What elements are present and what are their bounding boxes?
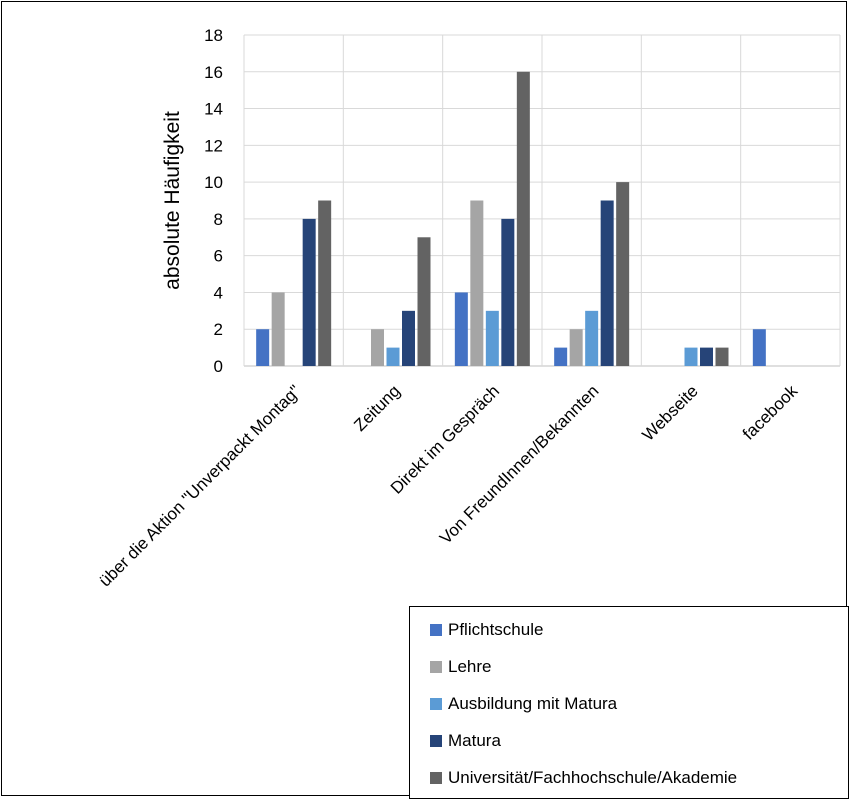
x-tick-label: Zeitung: [350, 381, 404, 435]
bar-1-6: [752, 329, 766, 366]
bar-4-2: [402, 310, 415, 366]
legend-swatch: [430, 661, 442, 673]
bar-5-3: [516, 71, 530, 367]
bar-5-1: [318, 200, 332, 366]
legend-label: Matura: [448, 731, 501, 750]
y-tick-label: 10: [204, 173, 223, 192]
legend-item: Matura: [430, 726, 501, 756]
y-tick-label: 12: [204, 136, 223, 155]
y-tick-label: 14: [204, 100, 223, 119]
y-tick-label: 2: [214, 320, 223, 339]
bar-5-5: [715, 347, 729, 366]
bar-2-2: [371, 329, 384, 366]
bar-3-2: [386, 347, 400, 366]
bar-5-4: [616, 182, 630, 366]
bar-1-3: [454, 292, 468, 366]
bar-3-3: [485, 310, 499, 366]
legend-label: Ausbildung mit Matura: [448, 694, 618, 713]
bar-2-4: [569, 329, 583, 366]
legend-item: Ausbildung mit Matura: [430, 689, 617, 719]
legend-swatch: [430, 735, 442, 747]
legend-swatch: [430, 624, 442, 636]
bar-3-4: [585, 310, 599, 366]
y-tick-label: 8: [214, 210, 223, 229]
x-tick-label: Direkt im Gespräch: [387, 381, 503, 497]
bar-4-1: [302, 218, 316, 366]
bar-1-1: [256, 329, 270, 366]
legend-swatch: [430, 698, 442, 710]
bar-2-1: [271, 292, 285, 366]
bar-4-5: [700, 347, 713, 366]
bar-1-4: [554, 347, 568, 366]
y-tick-label: 4: [214, 283, 223, 302]
bar-4-3: [501, 218, 515, 366]
bar-3-5: [684, 347, 698, 366]
legend-label: Universität/Fachhochschule/Akademie: [448, 768, 738, 787]
y-tick-label: 6: [214, 247, 223, 266]
x-tick-label: über die Aktion "Unverpackt Montag": [95, 381, 304, 590]
y-axis-label: absolute Häufigkeit: [161, 111, 184, 290]
legend-item: Lehre: [430, 652, 491, 682]
legend-item: Pflichtschule: [430, 615, 543, 645]
bar-4-4: [600, 200, 614, 366]
y-tick-label: 0: [214, 357, 223, 376]
x-tick-label: Webseite: [638, 381, 701, 444]
x-tick-label: Von FreundInnen/Bekannten: [436, 381, 602, 547]
y-tick-label: 16: [204, 63, 223, 82]
x-tick-label: facebook: [739, 381, 802, 444]
legend: Pflichtschule Lehre Ausbildung mit Matura M…: [409, 606, 849, 799]
legend-label: Pflichtschule: [448, 620, 544, 639]
legend-swatch: [430, 772, 442, 784]
y-tick-label: 18: [204, 26, 223, 45]
bar-5-2: [417, 237, 431, 366]
legend-label: Lehre: [448, 657, 492, 676]
legend-item: Universität/Fachhochschule/Akademie: [430, 763, 737, 793]
bar-2-3: [470, 200, 484, 366]
